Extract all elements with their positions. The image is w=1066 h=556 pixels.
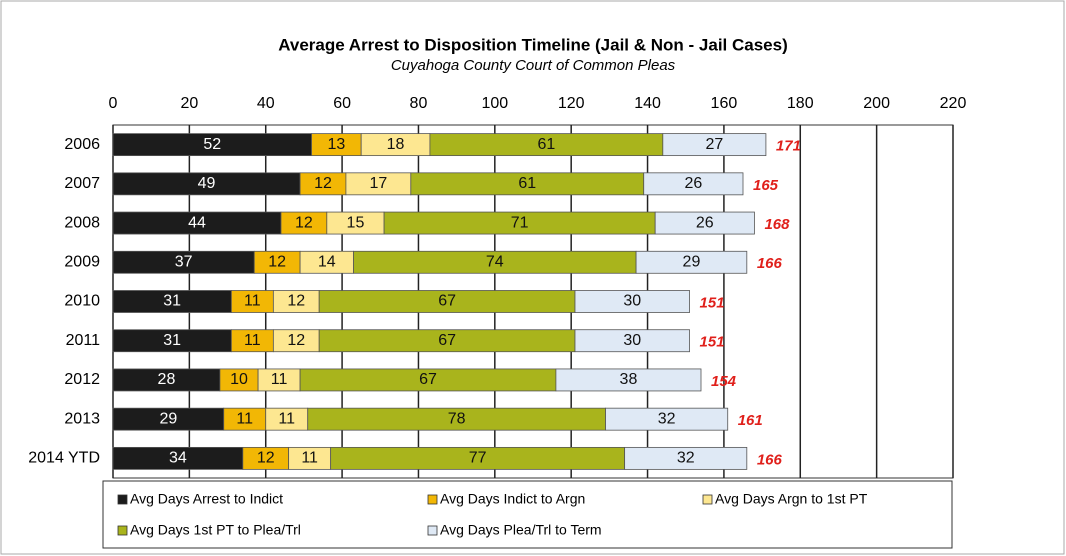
x-tick-label: 20 (180, 95, 198, 112)
value-label: 12 (287, 293, 305, 310)
value-label: 12 (287, 332, 305, 349)
y-tick-label: 2014 YTD (28, 450, 100, 467)
bar-segment (662, 133, 767, 157)
y-tick-label: 2009 (64, 253, 100, 270)
bar-segment (635, 250, 748, 274)
value-label: 11 (236, 410, 253, 427)
value-label: 11 (244, 332, 261, 349)
total-label: 166 (757, 255, 783, 272)
legend-swatch (117, 494, 128, 505)
legend (102, 480, 953, 549)
value-label: 74 (486, 253, 504, 270)
value-label: 14 (318, 253, 336, 270)
value-label: 26 (696, 214, 714, 231)
total-label: 168 (764, 216, 790, 233)
value-label: 11 (271, 371, 288, 388)
value-label: 29 (159, 410, 177, 427)
x-tick-label: 160 (711, 95, 738, 112)
value-label: 12 (268, 253, 286, 270)
bar-segment (605, 407, 729, 431)
bar-segment (555, 368, 702, 392)
value-label: 71 (511, 214, 529, 231)
value-label: 18 (387, 136, 405, 153)
value-label: 61 (518, 175, 536, 192)
legend-label: Avg Days Indict to Argn (440, 491, 585, 507)
x-tick-label: 200 (863, 95, 890, 112)
value-label: 12 (314, 175, 332, 192)
total-label: 151 (700, 294, 725, 311)
value-label: 31 (163, 293, 181, 310)
value-label: 77 (469, 450, 487, 467)
value-label: 67 (438, 293, 456, 310)
value-label: 13 (327, 136, 345, 153)
value-label: 11 (301, 450, 318, 467)
value-label: 11 (244, 293, 261, 310)
chart-subtitle: Cuyahoga County Court of Common Pleas (391, 57, 676, 74)
bar-segment (624, 446, 748, 470)
x-tick-label: 40 (257, 95, 275, 112)
x-tick-label: 220 (940, 95, 967, 112)
x-tick-label: 180 (787, 95, 814, 112)
legend-swatch (702, 494, 713, 505)
value-label: 67 (438, 332, 456, 349)
total-label: 161 (738, 412, 763, 429)
value-label: 52 (203, 136, 221, 153)
value-label: 31 (163, 332, 181, 349)
x-tick-label: 80 (410, 95, 428, 112)
value-label: 12 (257, 450, 275, 467)
value-label: 28 (158, 371, 176, 388)
value-label: 26 (684, 175, 702, 192)
bar-segment (574, 329, 690, 353)
bar-segment (643, 172, 744, 196)
y-tick-label: 2012 (64, 371, 100, 388)
value-label: 15 (347, 214, 365, 231)
total-label: 166 (757, 451, 783, 468)
value-label: 32 (677, 450, 695, 467)
chart-title: Average Arrest to Disposition Timeline (… (278, 35, 788, 54)
value-label: 10 (230, 371, 248, 388)
value-label: 34 (169, 450, 187, 467)
value-label: 30 (623, 332, 641, 349)
value-label: 12 (295, 214, 313, 231)
value-label: 37 (175, 253, 193, 270)
legend-label: Avg Days Argn to 1st PT (715, 491, 868, 507)
y-tick-label: 2013 (64, 410, 100, 427)
total-label: 171 (776, 138, 801, 155)
y-tick-label: 2010 (64, 293, 100, 310)
x-tick-label: 100 (481, 95, 508, 112)
x-tick-label: 120 (558, 95, 585, 112)
legend-label: Avg Days 1st PT to Plea/Trl (130, 522, 301, 538)
bar-segment (654, 211, 755, 235)
value-label: 29 (683, 253, 701, 270)
value-label: 32 (658, 410, 676, 427)
value-label: 17 (369, 175, 387, 192)
x-tick-label: 60 (333, 95, 351, 112)
y-tick-label: 2006 (64, 136, 100, 153)
value-label: 78 (448, 410, 466, 427)
value-label: 27 (705, 136, 723, 153)
legend-swatch (117, 525, 128, 536)
total-label: 154 (711, 373, 737, 390)
legend-label: Avg Days Plea/Trl to Term (440, 522, 602, 538)
value-label: 61 (537, 136, 555, 153)
legend-swatch (427, 525, 438, 536)
value-label: 44 (188, 214, 206, 231)
x-tick-label: 140 (634, 95, 661, 112)
y-tick-label: 2011 (66, 332, 101, 349)
value-label: 11 (278, 410, 295, 427)
total-label: 151 (700, 334, 725, 351)
y-tick-label: 2007 (64, 175, 100, 192)
bar-segment (574, 290, 690, 313)
value-label: 49 (198, 175, 216, 192)
legend-swatch (427, 494, 438, 505)
legend-label: Avg Days Arrest to Indict (130, 491, 283, 507)
x-tick-label: 0 (109, 95, 118, 112)
value-label: 30 (623, 293, 641, 310)
value-label: 38 (620, 371, 638, 388)
total-label: 165 (753, 177, 779, 194)
y-tick-label: 2008 (64, 214, 100, 231)
value-label: 67 (419, 371, 437, 388)
